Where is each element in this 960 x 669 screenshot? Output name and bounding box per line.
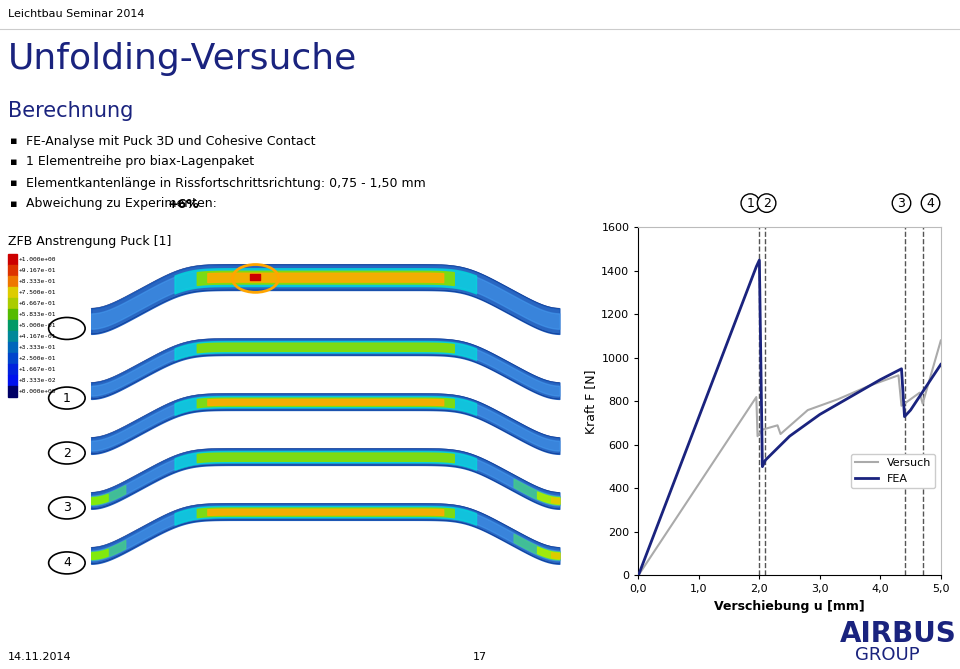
FEA bbox=[875, 375, 886, 383]
Bar bbox=[8, 331, 17, 342]
Text: +1.667e-01: +1.667e-01 bbox=[19, 367, 57, 372]
Bar bbox=[8, 287, 17, 298]
Line: Versuch: Versuch bbox=[638, 341, 941, 575]
Text: ▪: ▪ bbox=[10, 136, 17, 146]
Versuch bbox=[633, 571, 644, 579]
Text: AIRBUS: AIRBUS bbox=[840, 620, 957, 648]
Text: +7.500e-01: +7.500e-01 bbox=[19, 290, 57, 295]
X-axis label: Verschiebung u [mm]: Verschiebung u [mm] bbox=[714, 600, 865, 613]
Versuch bbox=[917, 399, 928, 407]
Text: Abweichung zu Experimenten:: Abweichung zu Experimenten: bbox=[26, 197, 221, 211]
FEA bbox=[754, 256, 765, 264]
Versuch bbox=[775, 430, 786, 438]
Text: +2.500e-01: +2.500e-01 bbox=[19, 356, 57, 361]
Bar bbox=[8, 298, 17, 309]
Text: +9.167e-01: +9.167e-01 bbox=[19, 268, 57, 273]
Text: 4: 4 bbox=[63, 557, 71, 569]
FEA bbox=[896, 365, 907, 373]
Text: +4.167e-01: +4.167e-01 bbox=[19, 334, 57, 339]
Text: ▪: ▪ bbox=[10, 157, 17, 167]
Text: ▪: ▪ bbox=[10, 178, 17, 188]
Legend: Versuch, FEA: Versuch, FEA bbox=[851, 454, 935, 488]
Bar bbox=[8, 320, 17, 331]
Text: GROUP: GROUP bbox=[855, 646, 920, 664]
FEA bbox=[814, 410, 826, 419]
Text: FE-Analyse mit Puck 3D und Cohesive Contact: FE-Analyse mit Puck 3D und Cohesive Cont… bbox=[26, 134, 316, 147]
Circle shape bbox=[49, 442, 85, 464]
Text: 1: 1 bbox=[746, 197, 755, 209]
Text: +3.333e-01: +3.333e-01 bbox=[19, 345, 57, 350]
FEA bbox=[751, 262, 762, 270]
Versuch bbox=[935, 337, 947, 345]
Text: +6%: +6% bbox=[167, 197, 199, 211]
Text: 14.11.2014: 14.11.2014 bbox=[8, 652, 72, 662]
Circle shape bbox=[49, 318, 85, 339]
Versuch bbox=[896, 401, 907, 409]
Bar bbox=[8, 265, 17, 276]
Circle shape bbox=[49, 552, 85, 574]
Text: +5.000e-01: +5.000e-01 bbox=[19, 323, 57, 328]
Text: +0.000e+00: +0.000e+00 bbox=[19, 389, 57, 394]
FEA bbox=[904, 406, 916, 414]
Versuch bbox=[893, 371, 904, 379]
Text: Leichtbau Seminar 2014: Leichtbau Seminar 2014 bbox=[8, 9, 145, 19]
Text: 17: 17 bbox=[473, 652, 487, 662]
Y-axis label: Kraft F [N]: Kraft F [N] bbox=[584, 369, 597, 434]
FEA bbox=[756, 463, 768, 471]
Circle shape bbox=[49, 387, 85, 409]
Bar bbox=[8, 309, 17, 320]
FEA bbox=[783, 432, 795, 440]
Versuch bbox=[751, 393, 762, 401]
Versuch bbox=[862, 382, 874, 390]
Versuch bbox=[802, 406, 813, 414]
FEA bbox=[845, 393, 856, 401]
FEA bbox=[899, 413, 910, 421]
Bar bbox=[8, 276, 17, 287]
Text: Berechnung: Berechnung bbox=[8, 101, 133, 121]
Text: +5.833e-01: +5.833e-01 bbox=[19, 312, 57, 317]
Bar bbox=[8, 386, 17, 397]
Text: ▪: ▪ bbox=[10, 199, 17, 209]
Text: 3: 3 bbox=[63, 502, 71, 514]
Line: FEA: FEA bbox=[638, 260, 941, 575]
Bar bbox=[8, 342, 17, 353]
Text: 1: 1 bbox=[63, 391, 71, 405]
Text: +8.333e-01: +8.333e-01 bbox=[19, 279, 57, 284]
Text: 2: 2 bbox=[762, 197, 771, 209]
Versuch bbox=[752, 432, 763, 440]
Text: +8.333e-02: +8.333e-02 bbox=[19, 378, 57, 383]
Text: 4: 4 bbox=[926, 197, 934, 209]
Text: Elementkantenlänge in Rissfortschrittsrichtung: 0,75 - 1,50 mm: Elementkantenlänge in Rissfortschrittsri… bbox=[26, 177, 425, 189]
Text: +1.000e+00: +1.000e+00 bbox=[19, 257, 57, 262]
Versuch bbox=[772, 421, 783, 429]
Text: 1 Elementreihe pro biax-Lagenpaket: 1 Elementreihe pro biax-Lagenpaket bbox=[26, 155, 254, 169]
FEA bbox=[759, 456, 771, 464]
Versuch bbox=[756, 425, 768, 434]
Bar bbox=[8, 364, 17, 375]
FEA bbox=[633, 571, 644, 579]
Circle shape bbox=[49, 497, 85, 519]
Text: 2: 2 bbox=[63, 446, 71, 460]
Bar bbox=[8, 254, 17, 265]
Bar bbox=[8, 353, 17, 364]
Bar bbox=[8, 375, 17, 386]
Text: +6.667e-01: +6.667e-01 bbox=[19, 301, 57, 306]
Versuch bbox=[914, 389, 925, 397]
Text: ZFB Anstrengung Puck [1]: ZFB Anstrengung Puck [1] bbox=[8, 235, 172, 248]
FEA bbox=[935, 361, 947, 369]
Text: Unfolding-Versuche: Unfolding-Versuche bbox=[8, 42, 357, 76]
Versuch bbox=[832, 395, 844, 403]
Text: 3: 3 bbox=[898, 197, 905, 209]
